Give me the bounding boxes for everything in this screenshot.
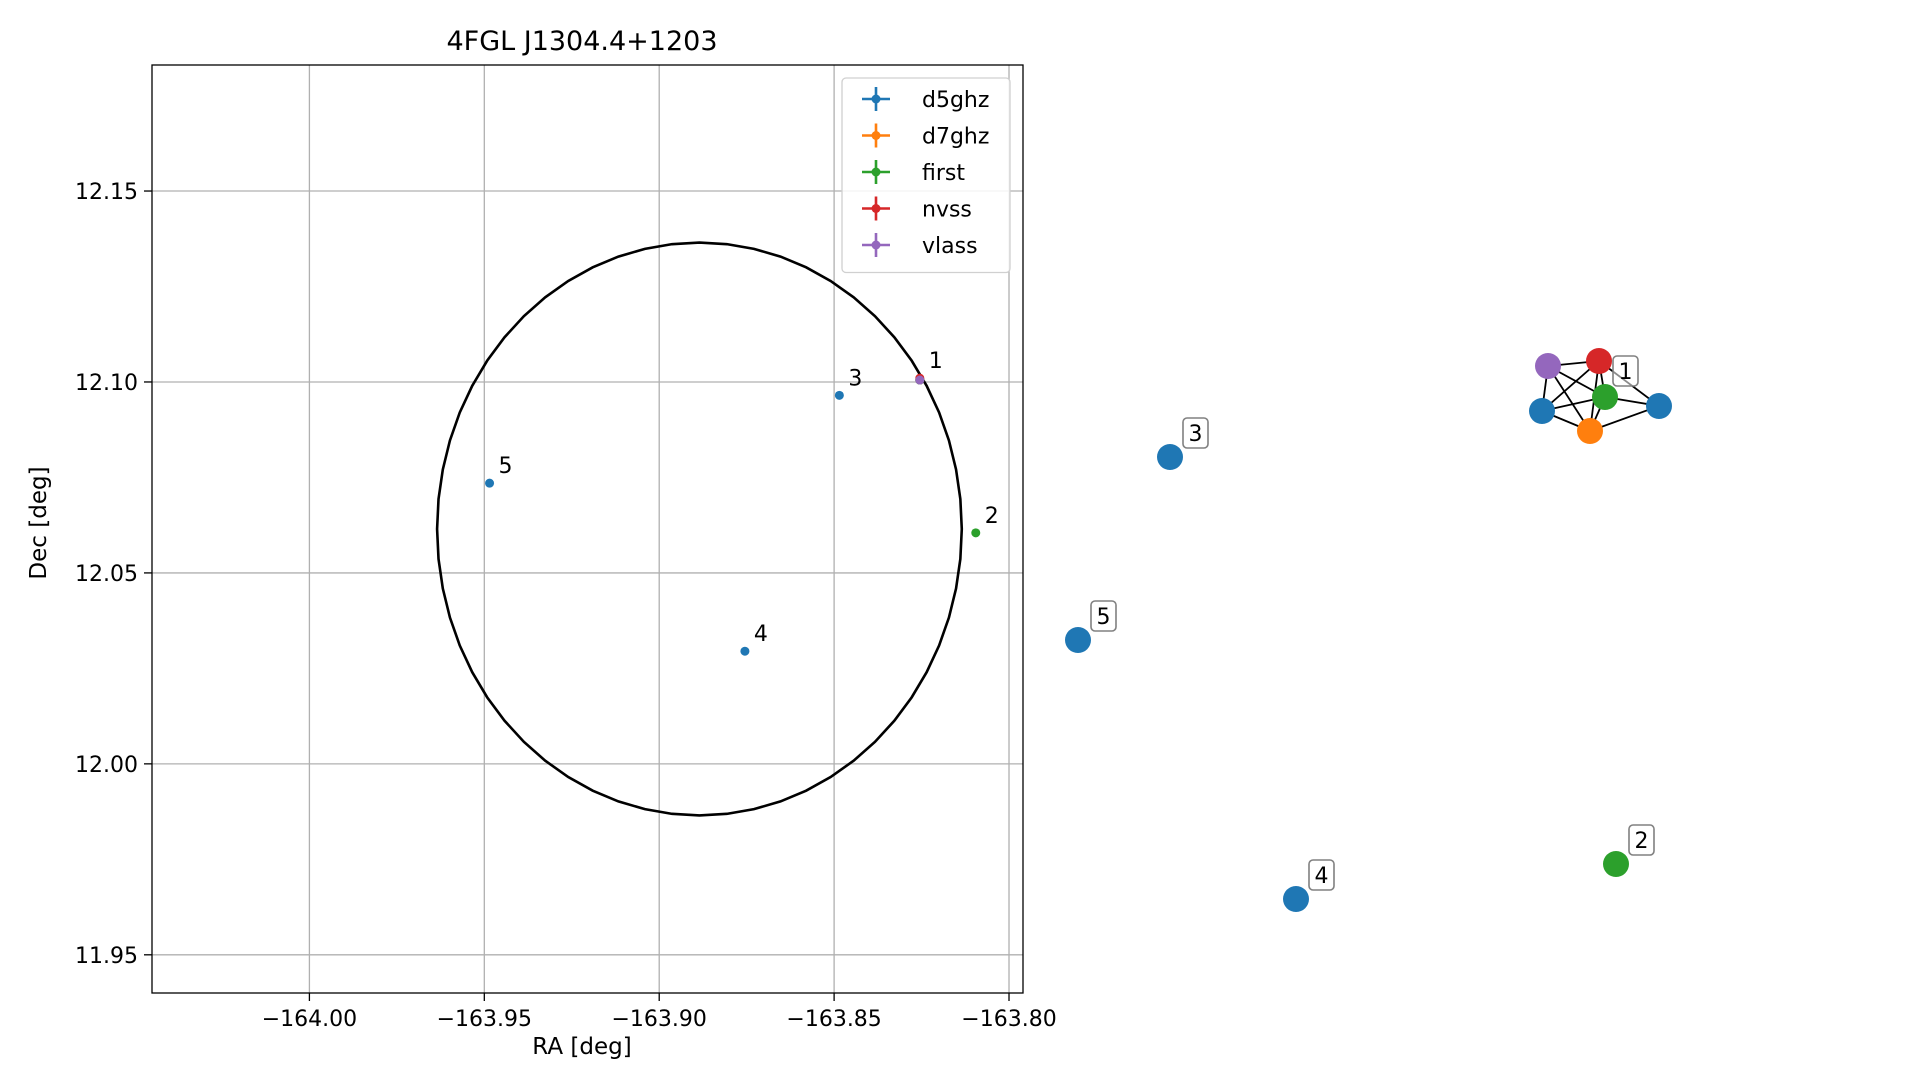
x-tick-label: −163.85 (786, 1007, 881, 1032)
network-node (1535, 353, 1561, 379)
legend-label: first (922, 161, 965, 186)
network-label-box (1182, 417, 1209, 449)
x-tick-label: −163.90 (611, 1007, 706, 1032)
point-annotation: 5 (499, 454, 513, 479)
network-node (1603, 851, 1629, 877)
network-node (1577, 418, 1603, 444)
legend-label: nvss (922, 198, 972, 223)
y-tick-label: 12.05 (75, 562, 138, 587)
legend-label: d7ghz (922, 125, 989, 150)
scatter-panel: 1 2 3 4 5 −164.00 −163.95 −163.90 −163.85 −163.8… (26, 26, 1057, 1060)
network-node (1592, 384, 1618, 410)
y-tick-label: 12.15 (75, 180, 138, 205)
point-annotation: 3 (848, 366, 862, 391)
x-tick-label: −163.80 (961, 1007, 1056, 1032)
axes-frame (151, 64, 1024, 994)
data-point-first (971, 528, 981, 538)
data-point-vlass (915, 375, 925, 385)
y-axis-label: Dec [deg] (26, 466, 52, 579)
network-label: 1 (1619, 360, 1633, 385)
network-panel: 1 3 5 4 2 (1065, 348, 1672, 912)
network-label-box (1308, 859, 1335, 891)
error-circle-layer (435, 241, 964, 817)
x-tick-label: −164.00 (262, 1007, 357, 1032)
chart-title: 4FGL J1304.4+1203 (446, 26, 717, 57)
legend: d5ghz d7ghz first nvss vlass (841, 77, 1011, 274)
legend-marker-dot (871, 94, 881, 104)
network-label: 2 (1635, 829, 1649, 854)
network-node (1157, 444, 1183, 470)
legend-marker-dot (871, 240, 881, 250)
network-label-box (1612, 355, 1639, 387)
x-axis-ticks: −164.00 −163.95 −163.90 −163.85 −163.80 (262, 993, 1057, 1032)
network-label-box (1090, 600, 1117, 632)
network-node (1529, 398, 1555, 424)
network-node (1646, 393, 1672, 419)
network-label: 4 (1315, 864, 1329, 889)
network-label: 5 (1097, 605, 1111, 630)
x-tick-label: −163.95 (437, 1007, 532, 1032)
network-label: 3 (1189, 422, 1203, 447)
network-node (1065, 627, 1091, 653)
legend-marker-dot (871, 204, 881, 213)
network-nodes (1065, 348, 1672, 912)
y-tick-label: 12.10 (75, 371, 138, 396)
data-point-d5ghz (740, 646, 750, 656)
legend-box (841, 77, 1011, 274)
network-label-box (1628, 824, 1655, 856)
legend-marker-dot (871, 131, 881, 140)
error-circle (435, 241, 964, 817)
network-node (1283, 886, 1309, 912)
y-tick-label: 11.95 (75, 944, 138, 969)
data-point-d5ghz (485, 478, 495, 488)
network-node (1586, 348, 1612, 374)
x-axis-label: RA [deg] (532, 1034, 631, 1060)
points-layer (485, 373, 981, 656)
legend-label: vlass (922, 234, 978, 259)
y-tick-label: 12.00 (75, 753, 138, 778)
y-axis-ticks: 11.95 12.00 12.05 12.10 12.15 (75, 180, 152, 969)
annotation-layer: 1 2 3 4 5 (499, 349, 999, 647)
network-labels: 1 3 5 4 2 (1090, 355, 1655, 891)
legend-label: d5ghz (922, 88, 989, 113)
legend-marker-dot (871, 167, 881, 177)
point-annotation: 4 (754, 622, 768, 647)
data-point-d5ghz (834, 390, 844, 400)
point-annotation: 1 (929, 349, 943, 374)
point-annotation: 2 (985, 504, 999, 529)
